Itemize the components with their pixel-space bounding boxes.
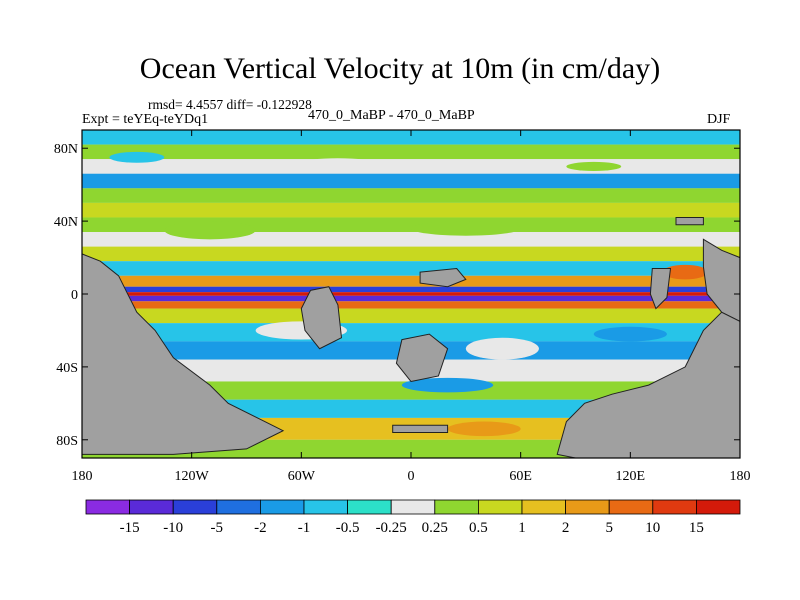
colorbar-swatch (521, 499, 566, 515)
lon-tick-label: 180 (730, 469, 751, 484)
land-antarctic-africa (392, 424, 449, 433)
colorbar-label: -1 (298, 520, 311, 536)
field-band-5 (82, 202, 740, 218)
colorbar-swatch (347, 499, 392, 515)
colorbar-label: 0.5 (469, 520, 488, 536)
field-band-12 (82, 292, 740, 296)
colorbar-swatch (696, 499, 741, 515)
field-band-2 (82, 159, 740, 174)
stats-label: rmsd= 4.4557 diff= -0.122928 (148, 97, 312, 112)
colorbar-swatch (85, 499, 130, 515)
colorbar: -15 -10 -5 -2 -1 -0.5 -0.25 0.25 0.5 1 2 5 10 15 (85, 499, 741, 536)
field-band-11 (82, 286, 740, 293)
field-patch-6 (465, 337, 539, 360)
field-patch-13 (447, 421, 521, 437)
colorbar-swatch (477, 499, 523, 515)
island-east (649, 268, 672, 310)
colorbar-swatch (652, 499, 697, 515)
lon-tick-label: 0 (408, 469, 415, 484)
colorbar-swatch (303, 499, 348, 515)
lat-tick-label: 40S (56, 361, 78, 376)
period-label: 470_0_MaBP - 470_0_MaBP (308, 108, 475, 123)
field-patch-1 (301, 158, 375, 168)
lon-tick-label: 60E (509, 469, 532, 484)
island-north-central (419, 267, 467, 288)
lat-tick-label: 80N (54, 142, 78, 157)
field-patch-7 (593, 326, 667, 342)
colorbar-label: -0.5 (336, 520, 360, 536)
colorbar-swatch (434, 499, 479, 515)
field-band-19 (82, 381, 740, 400)
colorbar-label: -2 (254, 520, 267, 536)
land-east-tropics (702, 238, 740, 322)
figure-title: Ocean Vertical Velocity at 10m (in cm/da… (139, 52, 661, 85)
colorbar-swatch (172, 499, 218, 515)
colorbar-label: 10 (645, 520, 660, 536)
lon-tick-label: 120W (175, 469, 210, 484)
field-band-8 (82, 246, 740, 262)
colorbar-label: -15 (120, 520, 140, 536)
field-band-14 (82, 301, 740, 309)
colorbar-swatch (390, 499, 436, 515)
lat-tick-label: 80S (56, 434, 78, 449)
colorbar-label: 1 (518, 520, 526, 536)
island-mid-atlantic (300, 286, 343, 350)
colorbar-label: -0.25 (376, 520, 407, 536)
land-americas-west (82, 253, 285, 455)
colorbar-swatch (129, 499, 174, 515)
lat-tick-label: 0 (71, 288, 78, 303)
lon-tick-label: 180 (72, 469, 93, 484)
colorbar-swatch (259, 499, 305, 515)
colorbar-label: 2 (562, 520, 570, 536)
field-patch-3 (164, 221, 256, 240)
field-patch-11 (662, 264, 709, 280)
island-south-atlantic (395, 333, 449, 383)
colorbar-label: 5 (605, 520, 613, 536)
field-band-9 (82, 261, 740, 276)
field-band-4 (82, 188, 740, 203)
lat-tick-label: 40N (54, 215, 78, 230)
map-plot-area (82, 130, 740, 458)
field-band-3 (82, 173, 740, 189)
colorbar-label: -10 (163, 520, 183, 536)
colorbar-swatch (216, 499, 261, 515)
field-patch-2 (566, 161, 622, 171)
field-band-15 (82, 308, 740, 324)
season-label: DJF (707, 112, 731, 127)
field-band-16 (82, 323, 740, 342)
field-patch-0 (109, 151, 165, 163)
island-northeast (675, 217, 704, 226)
colorbar-label: -5 (211, 520, 224, 536)
experiment-label: Expt = teYEq-teYDq1 (82, 112, 209, 127)
field-band-0 (82, 130, 740, 145)
field-patch-4 (411, 221, 521, 236)
lon-tick-label: 60W (288, 469, 316, 484)
field-band-1 (82, 144, 740, 160)
colorbar-label: 15 (689, 520, 704, 536)
field-band-10 (82, 275, 740, 287)
field-band-13 (82, 295, 740, 302)
axis-ticks: 180 120W 60W 0 60E 120E 180 80N 40N 0 40S 80S (54, 130, 751, 484)
colorbar-swatch (608, 499, 654, 515)
colorbar-swatch (565, 499, 610, 515)
lon-tick-label: 120E (616, 469, 646, 484)
colorbar-label: 0.25 (422, 520, 448, 536)
field-patch-9 (401, 377, 494, 393)
